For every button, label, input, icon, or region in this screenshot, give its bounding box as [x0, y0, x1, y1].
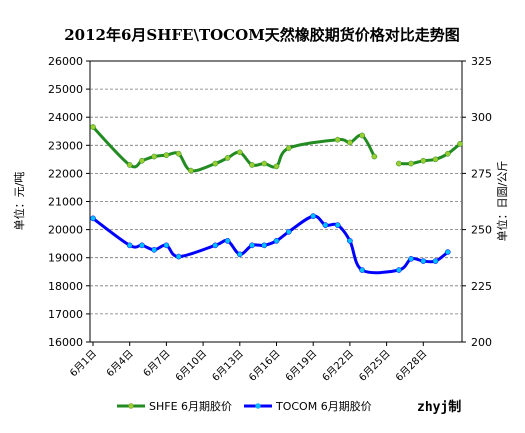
series-0	[90, 124, 463, 174]
data-point	[432, 258, 439, 264]
legend-marker-tocom	[255, 403, 261, 409]
x-tick-label: 6月1日	[67, 348, 99, 380]
data-point	[371, 153, 378, 160]
left-tick-label: 22000	[48, 167, 83, 180]
data-point	[347, 139, 353, 146]
left-axis-ticks: 16000 17000 18000 19000 20000 21000 22000 23000…	[48, 55, 90, 349]
data-point	[457, 141, 463, 147]
right-axis-label: 单位：日圆/公斤	[495, 161, 509, 242]
data-point	[90, 215, 96, 222]
data-point	[126, 242, 133, 249]
left-tick-label: 17000	[48, 308, 83, 321]
data-point	[236, 149, 243, 156]
x-tick-label: 6月16日	[246, 348, 282, 384]
right-tick-label: 275	[471, 167, 492, 180]
data-point	[395, 267, 402, 273]
x-tick-label: 6月19日	[283, 348, 319, 384]
data-point	[273, 163, 280, 170]
data-point	[432, 156, 439, 163]
legend-label-shfe: SHFE 6月期胶价	[149, 399, 232, 413]
chart-title: 2012年6月SHFE\TOCOM天然橡胶期货价格对比走势图	[64, 26, 460, 44]
data-point	[163, 152, 170, 158]
data-point	[285, 145, 292, 151]
left-tick-label: 26000	[48, 55, 83, 68]
data-point	[322, 222, 329, 228]
left-tick-label: 25000	[48, 83, 83, 96]
data-point	[139, 157, 145, 164]
x-tick-label: 6月28日	[393, 348, 429, 384]
data-point	[334, 136, 341, 143]
right-tick-label: 250	[471, 224, 492, 237]
left-tick-label: 21000	[48, 196, 83, 209]
data-point	[90, 124, 96, 130]
data-point	[444, 150, 451, 157]
x-tick-label: 6月22日	[320, 348, 356, 384]
data-point	[139, 242, 145, 249]
legend: SHFE 6月期胶价 TOCOM 6月期胶价	[117, 399, 372, 413]
data-point	[408, 160, 414, 167]
data-point	[444, 249, 451, 255]
data-point	[334, 222, 341, 228]
x-tick-label: 6月10日	[173, 348, 209, 384]
data-point	[285, 228, 292, 235]
right-tick-label: 300	[471, 111, 492, 124]
data-point	[175, 150, 182, 157]
gridlines	[90, 88, 462, 315]
data-point	[408, 255, 414, 262]
legend-marker-shfe	[128, 403, 134, 409]
x-axis-ticks: 6月1日 6月4日 6月7日 6月10日 6月13日 6月16日 6月19日 6月22日 6月2…	[67, 342, 429, 384]
data-point	[359, 132, 365, 139]
x-tick-label: 6月7日	[141, 348, 173, 380]
legend-label-tocom: TOCOM 6月期胶价	[275, 399, 372, 413]
data-point	[261, 160, 268, 167]
data-point	[420, 157, 427, 164]
data-point	[395, 160, 402, 167]
right-axis-ticks: 200 225 250 275 300 325	[462, 55, 492, 349]
data-point	[163, 242, 170, 249]
data-point	[249, 242, 255, 249]
right-tick-label: 200	[471, 336, 492, 349]
data-point	[188, 167, 194, 174]
left-tick-label: 18000	[48, 280, 83, 293]
data-point	[249, 162, 255, 168]
left-tick-label: 16000	[48, 336, 83, 349]
data-point	[273, 237, 280, 244]
left-tick-label: 24000	[48, 111, 83, 124]
data-point	[126, 162, 133, 168]
data-point	[212, 160, 219, 167]
x-tick-label: 6月4日	[104, 348, 136, 380]
credit-label: zhyj制	[417, 399, 461, 415]
x-tick-label: 6月25日	[357, 348, 393, 384]
left-axis-label: 单位：元/吨	[12, 172, 26, 231]
data-point	[310, 213, 317, 219]
x-tick-label: 6月13日	[210, 348, 246, 384]
data-point	[224, 237, 231, 244]
data-point	[151, 153, 158, 160]
data-point	[261, 242, 268, 249]
data-point	[212, 242, 219, 249]
data-point	[347, 237, 353, 244]
series-lines	[90, 124, 463, 275]
data-point	[224, 155, 231, 161]
series-1	[90, 213, 451, 275]
data-point	[151, 246, 158, 253]
left-tick-label: 23000	[48, 139, 83, 152]
right-tick-label: 225	[471, 280, 492, 293]
data-point	[359, 267, 365, 273]
data-point	[175, 253, 182, 260]
data-point	[420, 258, 427, 264]
data-point	[236, 251, 243, 258]
left-tick-label: 20000	[48, 224, 83, 237]
left-tick-label: 19000	[48, 252, 83, 265]
right-tick-label: 325	[471, 55, 492, 68]
